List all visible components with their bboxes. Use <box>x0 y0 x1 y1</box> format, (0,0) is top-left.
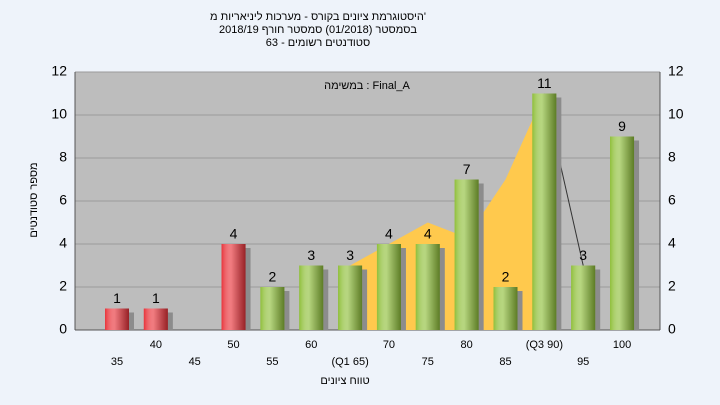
bar-shade <box>299 265 324 330</box>
chart-subtitle: בסמסטר (01/2018) סמסטר חורף 2018/19 <box>219 24 417 36</box>
x-tick-label: 35 <box>111 356 123 368</box>
bar-shade <box>571 265 596 330</box>
bar-shade <box>415 244 440 330</box>
x-axis-label: טווח ציונים <box>320 375 369 387</box>
data-label: 7 <box>463 161 471 177</box>
y2-tick-label: 4 <box>668 235 676 251</box>
x-tick-label: (Q3 90) <box>526 339 563 351</box>
bar-shade <box>338 265 363 330</box>
data-label: 4 <box>424 226 432 242</box>
bar-shade <box>221 244 246 330</box>
x-tick-label: (Q1 65) <box>331 356 368 368</box>
data-label: 1 <box>152 290 160 306</box>
data-label: 4 <box>385 226 393 242</box>
bar-shade <box>376 244 401 330</box>
x-tick-label: 40 <box>150 339 162 351</box>
y2-tick-label: 10 <box>668 106 684 122</box>
data-label: 3 <box>307 247 315 263</box>
bar-shade <box>143 308 168 330</box>
x-tick-label: 75 <box>422 356 434 368</box>
y2-tick-label: 0 <box>668 321 676 337</box>
x-tick-label: 45 <box>189 356 201 368</box>
data-label: 11 <box>537 75 552 91</box>
bar-shade <box>260 287 285 330</box>
y2-tick-label: 12 <box>668 63 684 79</box>
data-label: 2 <box>269 269 277 285</box>
x-tick-label: 85 <box>499 356 511 368</box>
x-tick-label: 60 <box>305 339 317 351</box>
y-tick-label: 6 <box>59 192 67 208</box>
annotation: במשימה : Final_A <box>324 80 410 92</box>
chart-title: היסטוגרמת ציונים בקורס - מערכות ליניאריו… <box>210 10 426 23</box>
x-tick-label: 70 <box>383 339 395 351</box>
x-tick-label: 80 <box>461 339 473 351</box>
x-tick-label: 95 <box>577 356 589 368</box>
y-axis-label: מספר סטודנטים <box>28 162 40 237</box>
data-label: 3 <box>346 247 354 263</box>
bar-shade <box>454 179 479 330</box>
data-label: 4 <box>230 226 238 242</box>
x-tick-label: 100 <box>613 339 631 351</box>
y2-tick-label: 2 <box>668 278 676 294</box>
data-label: 3 <box>579 247 587 263</box>
y2-tick-label: 8 <box>668 149 676 165</box>
x-tick-label: 50 <box>227 339 239 351</box>
bar-shade <box>493 287 518 330</box>
data-label: 9 <box>618 118 626 134</box>
y-tick-label: 4 <box>59 235 67 251</box>
x-tick-label: 55 <box>266 356 278 368</box>
y2-tick-label: 6 <box>668 192 676 208</box>
y-tick-label: 2 <box>59 278 67 294</box>
bar-shade <box>532 93 557 330</box>
bar-shade <box>610 136 635 330</box>
y-tick-label: 0 <box>59 321 67 337</box>
data-label: 1 <box>113 290 121 306</box>
y-tick-label: 12 <box>51 63 67 79</box>
y-tick-label: 10 <box>51 106 67 122</box>
data-label: 2 <box>502 269 510 285</box>
bar-shade <box>105 308 129 330</box>
y-tick-label: 8 <box>59 149 67 165</box>
chart-subtitle: סטודנטים רשומים - 63 <box>266 37 370 49</box>
